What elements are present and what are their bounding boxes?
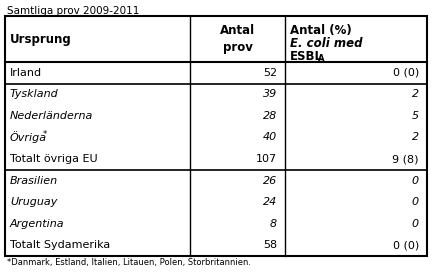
Text: Nederländerna: Nederländerna <box>10 111 93 121</box>
Text: 0: 0 <box>412 176 419 185</box>
Text: *Danmark, Estland, Italien, Litauen, Polen, Storbritannien.: *Danmark, Estland, Italien, Litauen, Pol… <box>7 258 251 267</box>
Text: 0: 0 <box>412 197 419 207</box>
Text: 2: 2 <box>412 89 419 99</box>
Text: 39: 39 <box>263 89 277 99</box>
Text: Totalt Sydamerika: Totalt Sydamerika <box>10 240 110 250</box>
Text: Antal
prov: Antal prov <box>220 24 255 53</box>
Text: Övriga: Övriga <box>10 132 47 143</box>
Text: Ursprung: Ursprung <box>10 33 72 45</box>
Text: Totalt övriga EU: Totalt övriga EU <box>10 154 98 164</box>
Text: 24: 24 <box>263 197 277 207</box>
Text: Tyskland: Tyskland <box>10 89 59 99</box>
Text: 107: 107 <box>256 154 277 164</box>
Text: A: A <box>318 54 324 63</box>
Text: Samtliga prov 2009-2011: Samtliga prov 2009-2011 <box>7 6 140 16</box>
Text: 28: 28 <box>263 111 277 121</box>
Text: 2: 2 <box>412 132 419 142</box>
Text: ESBL: ESBL <box>290 50 323 63</box>
Text: Brasilien: Brasilien <box>10 176 58 185</box>
Text: E. coli med: E. coli med <box>290 37 362 50</box>
Text: 5: 5 <box>412 111 419 121</box>
Text: Irland: Irland <box>10 68 42 78</box>
Text: 0 (0): 0 (0) <box>393 240 419 250</box>
Text: Argentina: Argentina <box>10 219 65 229</box>
Text: 52: 52 <box>263 68 277 78</box>
Text: Uruguay: Uruguay <box>10 197 57 207</box>
Text: 0: 0 <box>412 219 419 229</box>
Text: 8: 8 <box>270 219 277 229</box>
Text: Antal (%): Antal (%) <box>290 24 352 37</box>
Text: 0 (0): 0 (0) <box>393 68 419 78</box>
Text: 40: 40 <box>263 132 277 142</box>
Text: *: * <box>43 130 47 139</box>
Text: 9 (8): 9 (8) <box>393 154 419 164</box>
Text: 26: 26 <box>263 176 277 185</box>
Bar <box>5 16 427 256</box>
Text: 58: 58 <box>263 240 277 250</box>
